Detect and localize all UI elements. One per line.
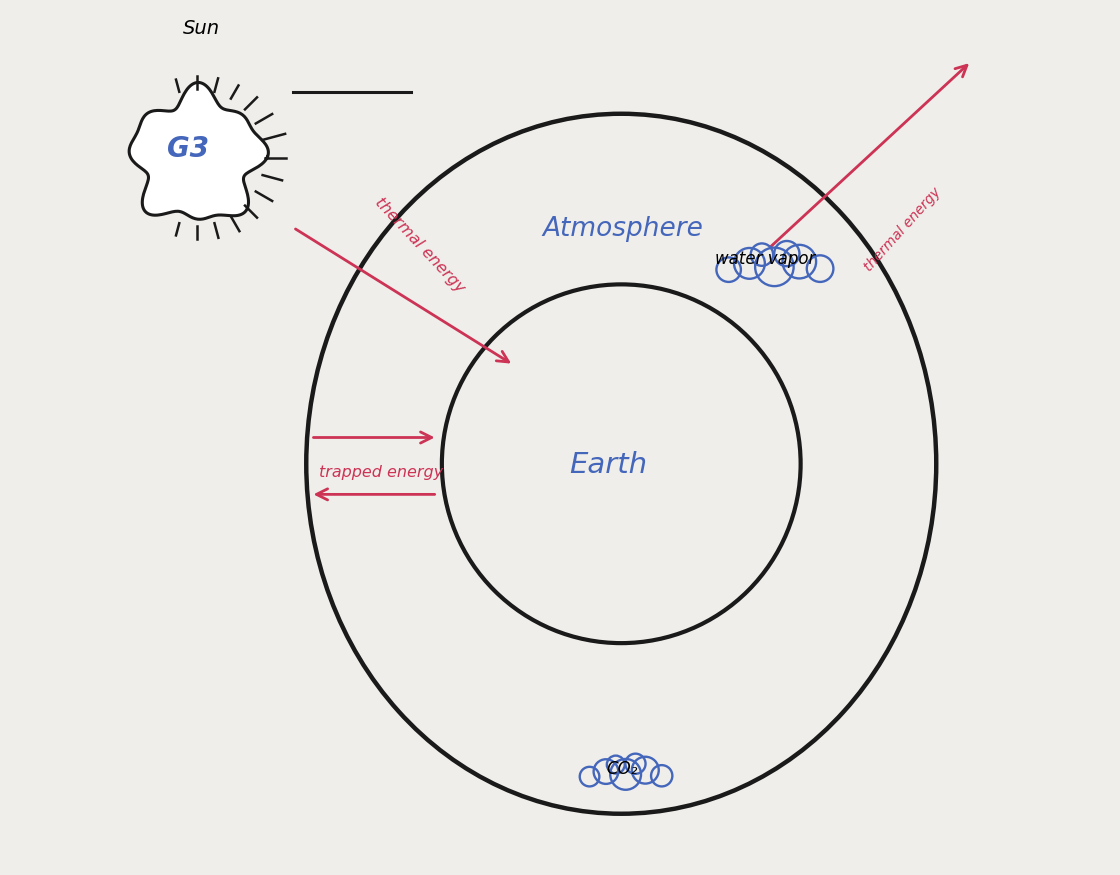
Text: Earth: Earth	[569, 451, 647, 479]
Circle shape	[580, 766, 599, 787]
Circle shape	[607, 756, 625, 774]
Text: Atmosphere: Atmosphere	[542, 216, 703, 242]
Circle shape	[783, 245, 816, 278]
Text: trapped energy: trapped energy	[319, 465, 444, 480]
Text: CO₂: CO₂	[606, 760, 637, 779]
Polygon shape	[129, 82, 269, 220]
Circle shape	[774, 241, 800, 266]
Text: G3: G3	[167, 135, 209, 163]
Circle shape	[594, 760, 618, 784]
Circle shape	[651, 765, 672, 787]
Circle shape	[750, 243, 773, 266]
Circle shape	[755, 248, 794, 286]
Circle shape	[806, 255, 833, 282]
Text: thermal energy: thermal energy	[862, 186, 944, 274]
Circle shape	[625, 753, 645, 774]
Circle shape	[632, 757, 659, 784]
Text: Sun: Sun	[183, 18, 220, 38]
Circle shape	[717, 257, 741, 282]
Text: thermal energy: thermal energy	[372, 195, 467, 296]
Circle shape	[734, 248, 765, 279]
Text: water vapor: water vapor	[715, 250, 815, 269]
Circle shape	[610, 759, 641, 790]
